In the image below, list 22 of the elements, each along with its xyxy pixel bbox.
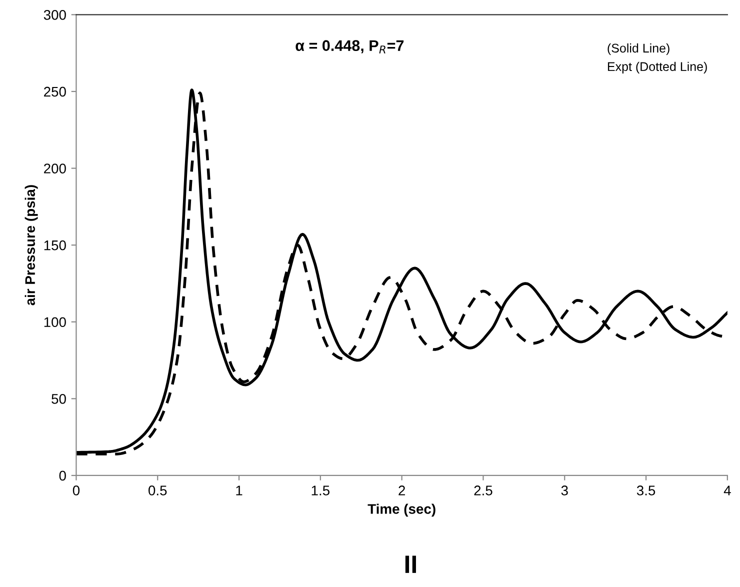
x-tick-label: 0.5 — [148, 486, 167, 496]
y-tick-label: 250 — [44, 86, 66, 97]
y-tick-label: 150 — [44, 240, 66, 250]
x-tick-label: 4 — [724, 486, 731, 496]
x-tick-label: 3 — [561, 486, 568, 496]
x-tick-label: 2.5 — [474, 486, 492, 496]
x-tick-label: 3.5 — [636, 486, 656, 496]
annotation: (Solid Line) — [608, 43, 670, 56]
x-tick-label: 1 — [236, 486, 242, 496]
y-tick-label: 300 — [44, 10, 66, 20]
y-tick-label: 0 — [59, 470, 66, 481]
x-tick-label: 2 — [398, 486, 405, 496]
y-tick-label: 200 — [44, 164, 66, 174]
y-axis-title: air Pressure (psia) — [24, 185, 38, 306]
x-axis-title: Time (sec) — [368, 504, 436, 517]
y-tick-label: 100 — [44, 317, 66, 328]
annotation: Expt (Dotted Line) — [608, 62, 707, 74]
y-tick-label: 50 — [52, 394, 66, 404]
text: II — [405, 556, 416, 573]
annotation: α = 0.448, P$_{R}$=7 — [296, 40, 404, 54]
x-tick-label: 0 — [72, 486, 80, 496]
x-tick-label: 1.5 — [312, 486, 330, 496]
